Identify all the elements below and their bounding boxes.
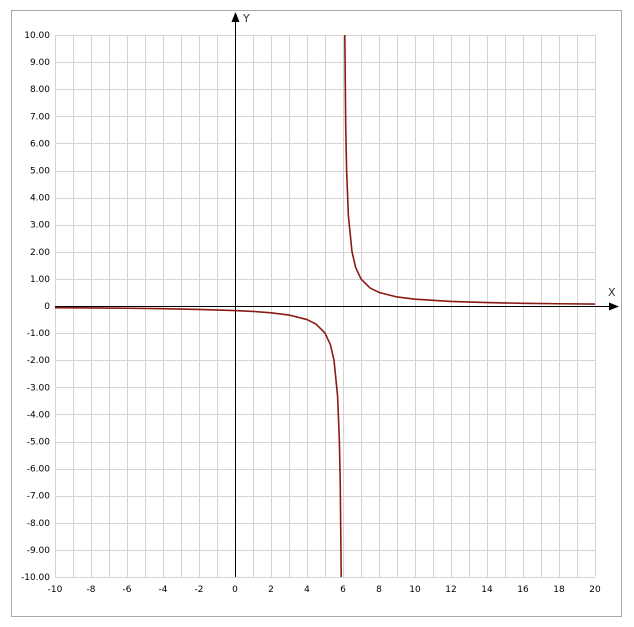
y-tick-label: 5.00 [30, 167, 50, 177]
x-tick-label: 12 [445, 585, 456, 595]
y-tick-label: 8.00 [30, 85, 50, 95]
y-tick-label: -10.00 [21, 573, 50, 583]
y-tick-label: -1.00 [27, 329, 51, 339]
y-tick-label: 9.00 [30, 58, 50, 68]
y-tick-label: 10.00 [24, 31, 50, 41]
x-tick-label: 16 [517, 585, 529, 595]
y-tick-label: -2.00 [27, 356, 51, 366]
x-tick-label: 18 [553, 585, 565, 595]
y-tick-label: 6.00 [30, 139, 50, 149]
y-tick-label: 4.00 [30, 194, 50, 204]
axes [55, 12, 619, 577]
x-tick-label: -2 [195, 585, 204, 595]
y-tick-label: 1.00 [30, 275, 50, 285]
y-tick-label: 0 [44, 302, 50, 312]
x-tick-label: 0 [232, 585, 238, 595]
y-tick-label: -9.00 [27, 546, 51, 556]
curves [54, 34, 596, 578]
chart-frame [11, 10, 622, 617]
y-axis-label: Y [242, 12, 250, 25]
y-tick-label: 7.00 [30, 112, 50, 122]
x-tick-label: 10 [409, 585, 421, 595]
y-tick-label: -7.00 [27, 492, 51, 502]
y-tick-label: -3.00 [27, 383, 51, 393]
y-tick-label: -8.00 [27, 519, 51, 529]
y-tick-label: -6.00 [27, 465, 51, 475]
x-tick-label: 2 [268, 585, 274, 595]
x-tick-label: 14 [481, 585, 493, 595]
y-axis-arrow [231, 12, 240, 22]
y-tick-label: 2.00 [30, 248, 50, 258]
y-tick-label: -5.00 [27, 438, 51, 448]
x-tick-label: 20 [589, 585, 601, 595]
x-axis-arrow [609, 302, 619, 311]
y-tick-label: -4.00 [27, 410, 51, 420]
x-tick-label: -10 [48, 585, 63, 595]
x-tick-label: 4 [304, 585, 310, 595]
y-tick-labels: 10.00 9.00 8.00 7.00 6.00 5.00 4.00 3.00 2.00 1.0… [21, 31, 50, 583]
x-tick-labels: -10 -8 -6 -4 -2 0 2 4 6 8 10 12 14 16 18 20 [48, 585, 601, 595]
x-tick-label: -4 [159, 585, 168, 595]
x-tick-label: 6 [340, 585, 346, 595]
x-tick-label: -6 [123, 585, 132, 595]
curve-branch-right [344, 34, 596, 305]
x-tick-label: 8 [376, 585, 382, 595]
y-tick-label: 3.00 [30, 221, 50, 231]
x-axis-label: X [608, 286, 616, 299]
x-tick-label: -8 [87, 585, 96, 595]
curve-branch-left [54, 306, 342, 578]
